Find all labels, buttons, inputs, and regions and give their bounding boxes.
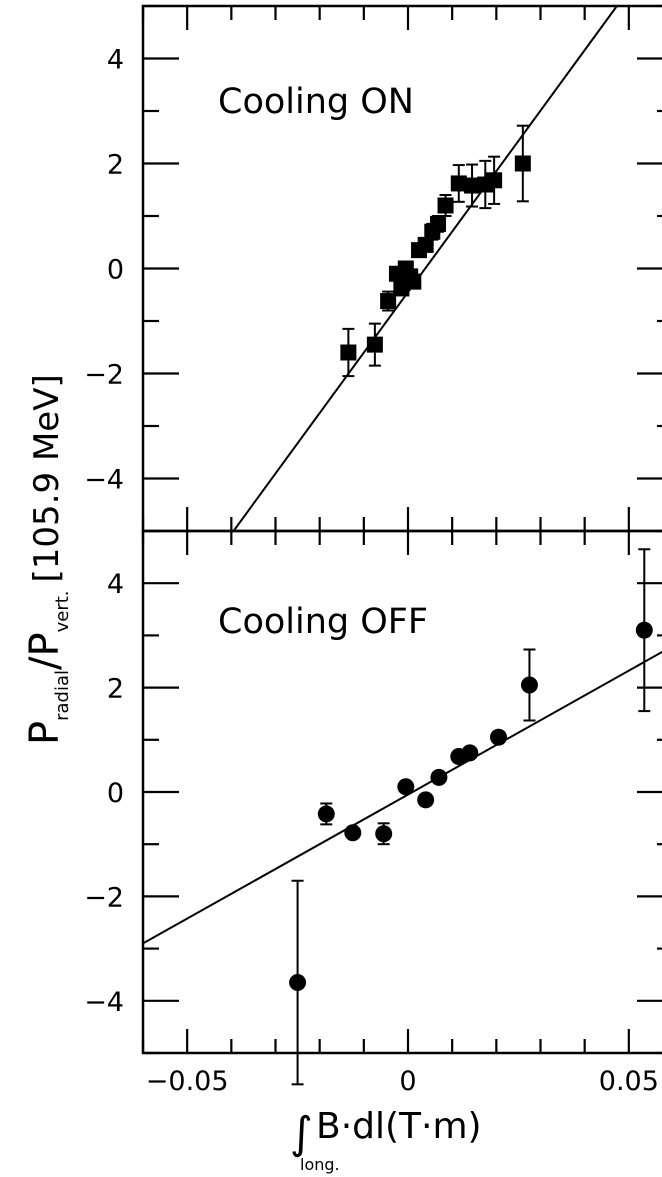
bottom-panel-y-tick-labels: −4 −2 0 2 4 (84, 569, 124, 1018)
y-axis-title-sub-radial: radial (52, 670, 73, 721)
bottom-data-point (375, 825, 393, 843)
y-axis-title-sub-vert: vert. (52, 590, 73, 632)
top-data-point (464, 177, 481, 194)
top-data-point (366, 336, 383, 353)
top-y-tick-label: 0 (107, 255, 124, 286)
top-data-point (417, 236, 434, 253)
top-y-tick-label: 2 (107, 150, 124, 181)
bottom-panel-label: Cooling OFF (218, 602, 428, 642)
top-data-point (514, 155, 531, 172)
bottom-y-tick-label: 4 (107, 569, 124, 600)
bottom-data-point (430, 768, 448, 786)
bottom-data-point (397, 778, 415, 796)
bottom-panel: −4 −2 0 2 4 −0.05 0 0.05 Cooling OFF (84, 529, 662, 1097)
top-data-point (340, 344, 357, 361)
bottom-data-point (635, 621, 653, 639)
top-data-point (430, 215, 447, 232)
x-axis-title-main: B·dl(T·m) (316, 1106, 482, 1147)
bottom-y-tick-label: −4 (84, 987, 124, 1018)
bottom-y-tick-label: −2 (84, 882, 124, 913)
bottom-data-point (317, 805, 335, 823)
bottom-data-point (461, 744, 479, 762)
x-axis-title-integral: ∫ (290, 1108, 313, 1159)
bottom-y-tick-label: 2 (107, 674, 124, 705)
bottom-data-point (289, 974, 307, 992)
y-axis-title: Pradial/Pvert. [105.9 MeV] (22, 374, 73, 745)
bottom-data-point (520, 676, 538, 694)
bottom-data-point (417, 791, 435, 809)
x-axis-title: ∫ long. B·dl(T·m) (290, 1106, 482, 1174)
top-data-point (437, 197, 454, 214)
top-data-point (450, 175, 467, 192)
top-panel-ticks (141, 4, 662, 533)
x-axis-title-sub: long. (300, 1155, 340, 1174)
top-y-tick-label: −4 (84, 465, 124, 496)
top-fit-line (232, 5, 618, 532)
x-tick-label: 0.05 (599, 1066, 659, 1097)
x-tick-labels: −0.05 0 0.05 (146, 1066, 659, 1097)
x-tick-label: −0.05 (146, 1066, 229, 1097)
top-data-point (380, 293, 397, 310)
bottom-panel-ticks (141, 529, 662, 1055)
bottom-y-tick-label: 0 (107, 778, 124, 809)
top-y-tick-label: −2 (84, 360, 124, 391)
top-data-points (340, 124, 531, 378)
y-axis-title-slash-p: /P (22, 632, 68, 670)
top-panel: −4 −2 0 2 4 Cooling ON (84, 4, 662, 533)
top-panel-y-tick-labels: −4 −2 0 2 4 (84, 45, 124, 496)
top-data-point (486, 172, 503, 189)
top-data-point (405, 273, 422, 290)
svg-text:Pradial/Pvert.[105.9 MeV]: Pradial/Pvert. [105.9 MeV] (22, 374, 73, 745)
bottom-data-point (344, 824, 362, 842)
top-panel-label: Cooling ON (218, 82, 414, 122)
y-axis-title-p: P (22, 721, 68, 745)
y-axis-title-units: [105.9 MeV] (27, 374, 67, 582)
top-y-tick-label: 4 (107, 45, 124, 76)
bottom-data-point (490, 728, 508, 746)
x-tick-label: 0 (399, 1066, 416, 1097)
bottom-data-points (289, 548, 653, 1086)
